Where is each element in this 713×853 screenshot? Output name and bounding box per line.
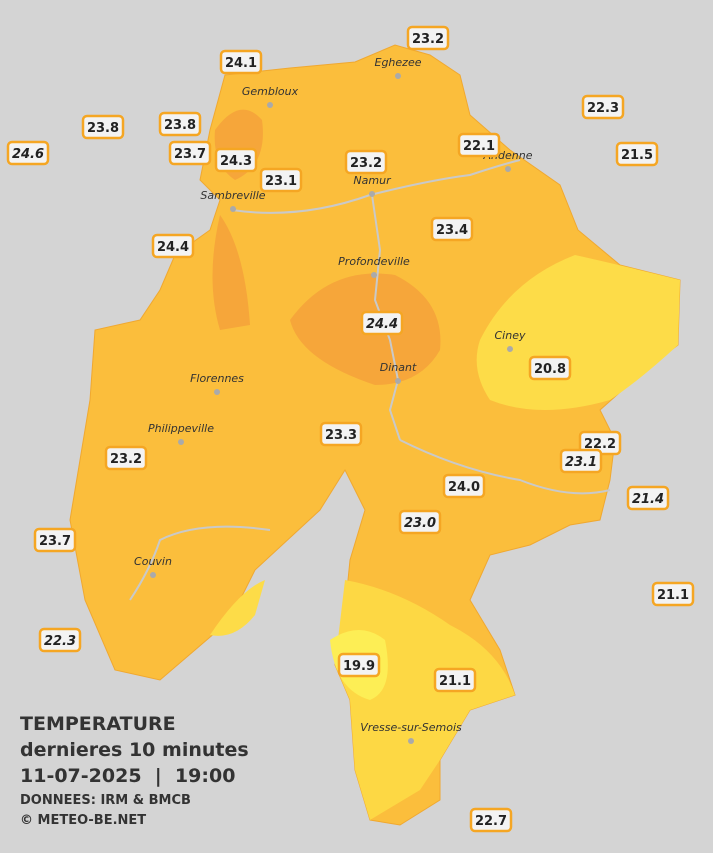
station-value: 23.7: [174, 147, 206, 162]
station-value: 24.4: [366, 317, 398, 332]
station-value: 21.4: [632, 492, 664, 507]
city-label: Gembloux: [242, 85, 299, 98]
station-box: [104, 445, 148, 471]
station-box: [406, 25, 450, 51]
city-label: Couvin: [134, 555, 172, 568]
station-box: [214, 147, 258, 173]
city-label: Profondeville: [338, 255, 410, 268]
station-value: 24.6: [12, 147, 44, 162]
station-value: 24.1: [225, 56, 257, 71]
legend-subtitle: dernieres 10 minutes: [20, 739, 249, 761]
city-dot: [230, 206, 236, 212]
station-value: 23.4: [436, 223, 468, 238]
station-value: 23.1: [265, 174, 297, 189]
city-dot: [395, 73, 401, 79]
station-box: [442, 473, 486, 499]
legend-title: TEMPERATURE: [20, 713, 176, 735]
station-box: [360, 310, 404, 336]
cool-zone: [476, 255, 680, 410]
city-dot: [178, 439, 184, 445]
river: [129, 159, 611, 601]
city-label: Vresse-sur-Semois: [360, 721, 462, 734]
station-box: [469, 807, 513, 833]
legend-source: DONNEES: IRM & BMCB: [20, 793, 191, 808]
station-value: 23.8: [164, 118, 196, 133]
warm-zone: [212, 215, 250, 330]
station-value: 23.8: [87, 121, 119, 136]
station-value: 22.7: [475, 814, 507, 829]
city-label: Namur: [353, 174, 392, 187]
station-value: 23.1: [565, 455, 597, 470]
station-box: [457, 132, 501, 158]
station-box: [344, 149, 388, 175]
station-value: 24.4: [157, 240, 189, 255]
station-box: [615, 141, 659, 167]
city-label: Eghezee: [375, 56, 422, 69]
station-box: [158, 111, 202, 137]
station-value: 23.2: [412, 32, 444, 47]
city-dot: [408, 738, 414, 744]
station-box: [337, 652, 381, 678]
station-box: [151, 233, 195, 259]
station-value: 20.8: [534, 362, 566, 377]
station-box: [559, 448, 603, 474]
station-value: 21.1: [657, 588, 689, 603]
station-box: [259, 167, 303, 193]
station-box: [626, 485, 670, 511]
legend-copyright: © METEO-BE.NET: [20, 813, 146, 828]
station-box: [6, 140, 50, 166]
station-value: 22.3: [44, 634, 76, 649]
station-value: 23.7: [39, 534, 71, 549]
legend-datetime: 11-07-2025 | 19:00: [20, 765, 235, 787]
city-dot: [214, 389, 220, 395]
station-box: [430, 216, 474, 242]
station-value: 22.1: [463, 139, 495, 154]
city-label: Florennes: [190, 372, 244, 385]
city-dot: [267, 102, 273, 108]
cool-zone: [210, 580, 265, 636]
station-value: 21.5: [621, 148, 653, 163]
city-label: Ciney: [495, 329, 526, 342]
station-value: 23.2: [110, 452, 142, 467]
city-dot: [395, 378, 401, 384]
station-box: [168, 140, 212, 166]
station-box: [38, 627, 82, 653]
city-label: Dinant: [380, 361, 417, 374]
station-value: 23.0: [404, 516, 436, 531]
station-value: 23.3: [325, 428, 357, 443]
station-box: [319, 421, 363, 447]
station-value: 22.2: [584, 437, 616, 452]
station-box: [528, 355, 572, 381]
station-value: 19.9: [343, 659, 375, 674]
station-box: [81, 114, 125, 140]
station-value: 22.3: [587, 101, 619, 116]
station-value: 23.2: [350, 156, 382, 171]
station-box: [433, 667, 477, 693]
station-value: 24.3: [220, 154, 252, 169]
city-dot: [369, 191, 375, 197]
city-label: Philippeville: [148, 422, 214, 435]
station-value: 24.0: [448, 480, 480, 495]
city-dot: [371, 272, 377, 278]
station-box: [651, 581, 695, 607]
city-dot: [505, 166, 511, 172]
station-box: [581, 94, 625, 120]
station-box: [219, 49, 263, 75]
station-box: [398, 509, 442, 535]
station-box: [33, 527, 77, 553]
city-dot: [150, 572, 156, 578]
station-value: 21.1: [439, 674, 471, 689]
city-label: Sambreville: [200, 189, 265, 202]
city-dot: [507, 346, 513, 352]
